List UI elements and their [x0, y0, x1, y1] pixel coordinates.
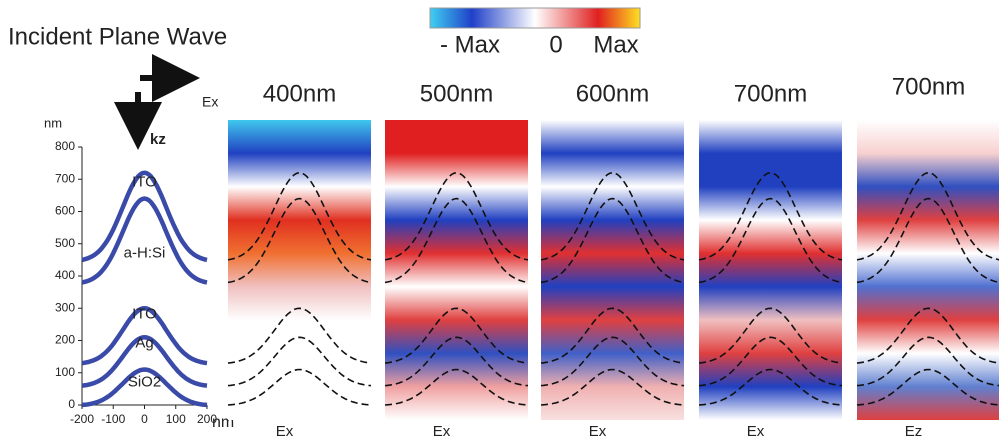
title: Incident Plane Wave: [8, 23, 227, 50]
y-tick-label: 500: [55, 236, 75, 250]
panel-title: 700nm: [892, 73, 965, 100]
dashed-interface: [540, 171, 685, 261]
dashed-interface: [698, 197, 843, 284]
dashed-interface: [384, 171, 529, 261]
dashed-interface: [698, 307, 843, 364]
y-unit: nm: [44, 115, 62, 130]
field-map: [541, 120, 684, 420]
y-tick-label: 100: [55, 365, 75, 379]
dashed-interface: [856, 307, 999, 364]
layer-interface: [81, 367, 208, 408]
colorbar-max: Max: [593, 31, 638, 58]
dashed-interface: [540, 336, 685, 387]
dashed-interface: [384, 368, 529, 406]
layer-interface: [81, 196, 208, 285]
layer-label: Ag: [135, 335, 153, 352]
y-tick-label: 600: [55, 204, 75, 218]
dashed-interface: [698, 171, 843, 261]
dashed-interface: [384, 307, 529, 364]
panel-component: Ez: [905, 423, 923, 440]
dashed-interface: [227, 336, 372, 387]
field-map: [385, 120, 528, 420]
panel-component: Ex: [747, 423, 765, 440]
dashed-interface: [384, 336, 529, 387]
dashed-interface: [227, 307, 372, 364]
panel-title: 500nm: [420, 80, 493, 107]
dashed-interface: [856, 368, 999, 406]
panel-component: Ex: [589, 423, 607, 440]
panel-title: 400nm: [263, 80, 336, 107]
dashed-interface: [227, 368, 372, 406]
dashed-interface: [227, 171, 372, 261]
y-tick-label: 700: [55, 171, 75, 185]
layer-interface: [81, 170, 208, 263]
layer-interface: [81, 335, 208, 388]
y-tick-label: 0: [68, 397, 75, 411]
panel-component: Ex: [276, 423, 294, 440]
panel-title: 700nm: [734, 80, 807, 107]
dashed-interface: [540, 197, 685, 284]
dashed-interface: [698, 368, 843, 406]
field-map: [228, 120, 371, 420]
layer-label: ITO: [132, 173, 157, 190]
y-tick-label: 200: [55, 333, 75, 347]
x-tick-label: 200: [197, 412, 217, 426]
colorbar-mid: 0: [549, 31, 562, 58]
dashed-interface: [856, 197, 999, 284]
dashed-interface: [540, 307, 685, 364]
x-tick-label: -100: [101, 412, 125, 426]
layer-label: a-H:Si: [124, 244, 166, 261]
dashed-interface: [698, 336, 843, 387]
colorbar-min: - Max: [440, 31, 500, 58]
layer-interface: [81, 306, 208, 366]
wavevector-label: kz: [150, 131, 166, 148]
field-map: [699, 120, 842, 420]
colorbar: [429, 7, 641, 29]
y-tick-label: 800: [55, 139, 75, 153]
x-tick-label: 0: [141, 412, 148, 426]
panel-component: Ex: [433, 423, 451, 440]
dashed-interface: [856, 171, 999, 261]
polarization-label: Ex: [202, 94, 218, 110]
field-map: [857, 120, 999, 420]
x-tick-label: 100: [166, 412, 186, 426]
layer-label: SiO2: [128, 373, 161, 390]
x-tick-label: -200: [70, 412, 94, 426]
layer-label: ITO: [132, 306, 157, 323]
dashed-interface: [227, 197, 372, 284]
dashed-interface: [384, 197, 529, 284]
panel-title: 600nm: [576, 80, 649, 107]
dashed-interface: [540, 368, 685, 406]
dashed-interface: [856, 336, 999, 387]
y-tick-label: 400: [55, 268, 75, 282]
y-tick-label: 300: [55, 300, 75, 314]
